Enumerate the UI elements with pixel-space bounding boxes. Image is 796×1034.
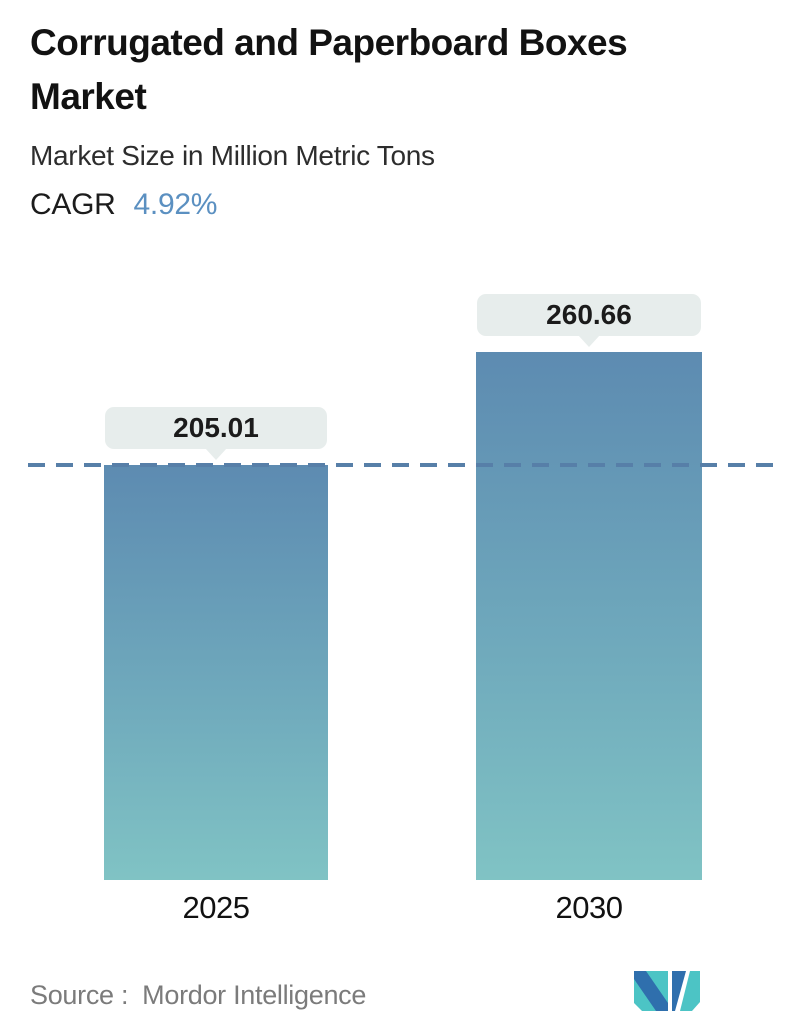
x-axis-label-2025: 2025 xyxy=(182,890,250,925)
page-title: Corrugated and Paperboard Boxes Market xyxy=(30,22,628,117)
value-label-2030: 260.66 xyxy=(546,299,632,330)
value-callout-2025: 205.01 xyxy=(105,407,327,449)
cagr-label: CAGR xyxy=(30,188,116,221)
value-callout-2030: 260.66 xyxy=(477,294,701,336)
cagr-value: 4.92% xyxy=(133,188,218,221)
cagr-row: CAGR 4.92% xyxy=(30,188,217,222)
chart-subtitle: Market Size in Million Metric Tons xyxy=(30,140,435,171)
value-label-2025: 205.01 xyxy=(173,412,259,443)
source-label: Source : xyxy=(30,980,129,1010)
mordor-intelligence-logo xyxy=(634,971,700,1011)
source-name: Mordor Intelligence xyxy=(142,980,367,1010)
reference-dashed-line xyxy=(28,463,782,467)
x-axis-label-2030: 2030 xyxy=(555,890,623,925)
bar-2030 xyxy=(476,352,702,880)
source-attribution: Source : Mordor Intelligence xyxy=(30,980,366,1011)
bar-2025 xyxy=(104,465,328,880)
